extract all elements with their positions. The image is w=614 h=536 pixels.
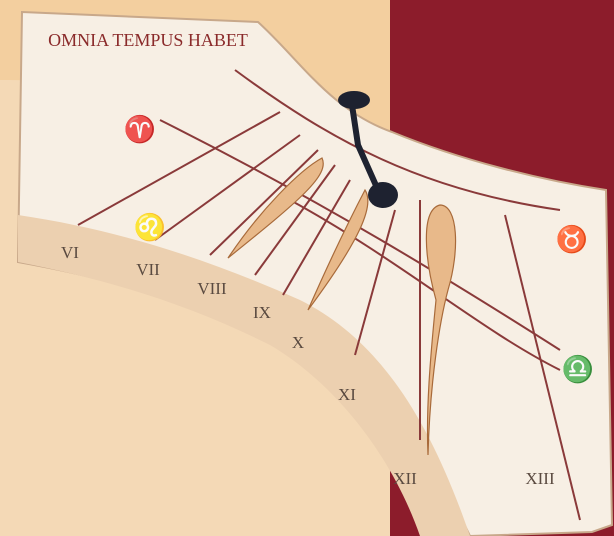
hour-band xyxy=(18,215,470,536)
hour-label: VI xyxy=(61,243,79,262)
hour-label: XIII xyxy=(525,469,555,488)
hour-label: VIII xyxy=(197,279,227,298)
analemmas xyxy=(227,157,457,456)
zodiac-sign: ♌ xyxy=(134,212,166,242)
hour-label: XII xyxy=(393,469,417,488)
zodiac-sign: ♎ xyxy=(562,354,594,384)
hour-label: VII xyxy=(136,260,160,279)
hour-label: X xyxy=(292,333,304,352)
zodiac-sign: ♉ xyxy=(556,224,588,254)
hour-label: IX xyxy=(253,303,271,322)
gnomon xyxy=(338,91,398,208)
zodiac-sign: ♈ xyxy=(124,114,156,144)
hour-label: XI xyxy=(338,385,356,404)
inscription: OMNIA TEMPUS HABET xyxy=(48,30,248,50)
